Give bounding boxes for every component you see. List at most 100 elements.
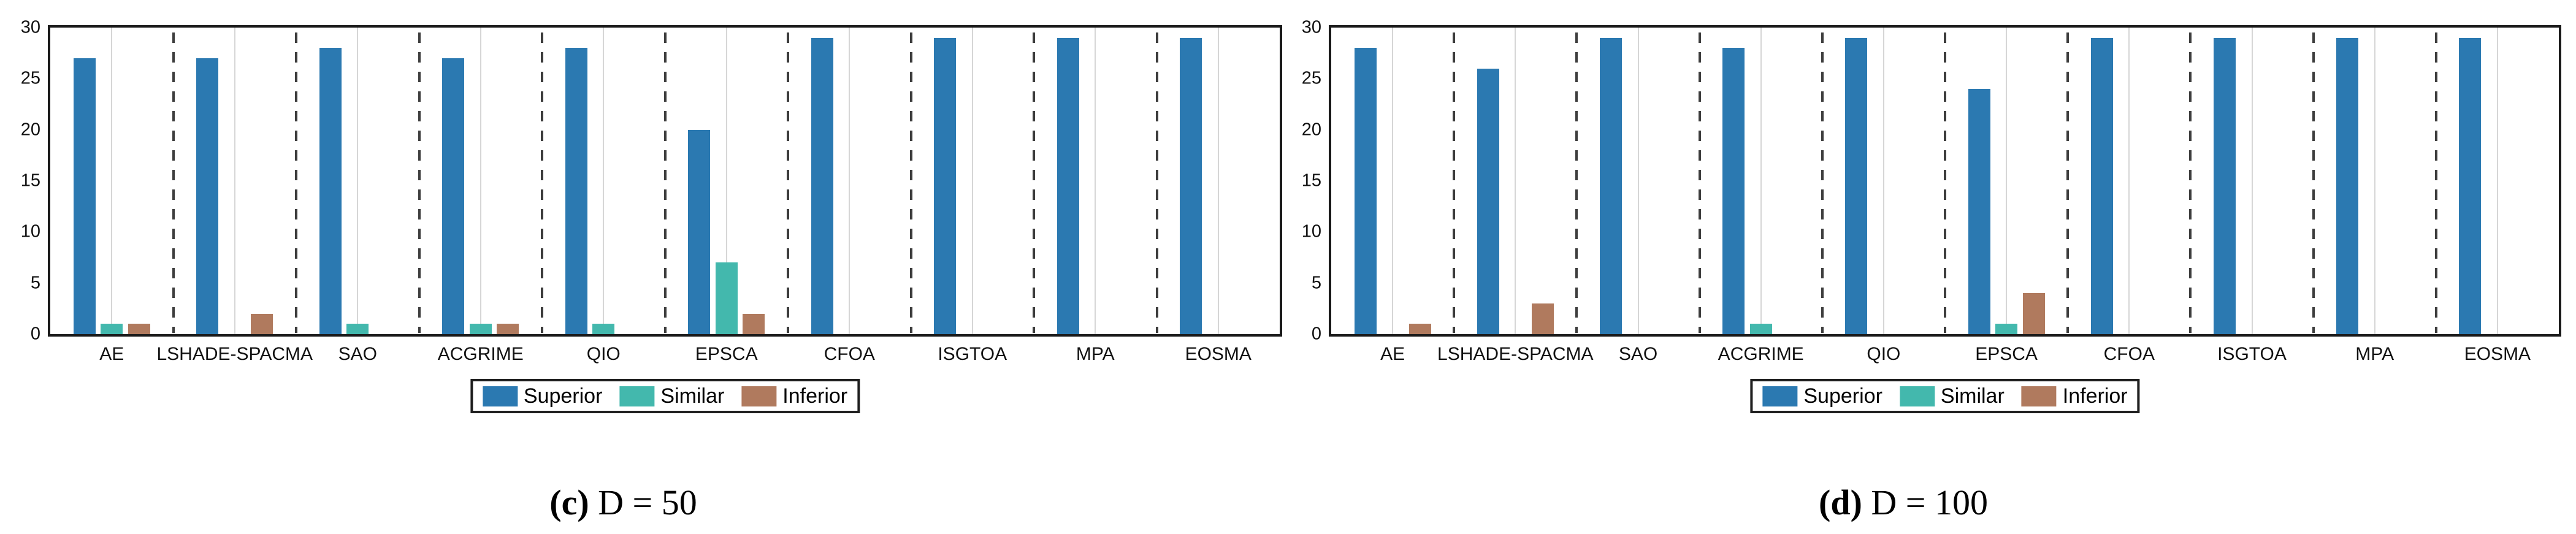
- category-gridline: [849, 28, 850, 334]
- category-gridline: [725, 28, 727, 334]
- bar-superior-ISGTOA: [2214, 37, 2236, 334]
- y-tick-label: 25: [20, 68, 40, 88]
- legend-item-superior: Superior: [1762, 386, 1882, 406]
- x-tick-label-SAO: SAO: [1618, 344, 1658, 364]
- y-tick-label: 10: [20, 221, 40, 242]
- y-tick-label: 30: [1301, 17, 1321, 37]
- category-gridline: [2496, 28, 2498, 334]
- bar-superior-LSHADE-SPACMA: [196, 58, 219, 334]
- group-separator: [2066, 32, 2070, 333]
- legend-label: Inferior: [782, 384, 848, 408]
- bar-superior-SAO: [1600, 37, 1622, 334]
- x-tick-label-ACGRIME: ACGRIME: [1718, 344, 1804, 364]
- bar-inferior-ACGRIME: [497, 324, 519, 334]
- y-tick-label: 15: [1301, 170, 1321, 191]
- legend-label: Similar: [1940, 384, 2005, 408]
- legend-item-inferior: Inferior: [741, 386, 847, 406]
- legend: Superior Similar Inferior: [470, 379, 860, 413]
- legend-label: Superior: [523, 384, 603, 408]
- bar-superior-ACGRIME: [442, 58, 465, 334]
- group-separator: [2434, 32, 2437, 333]
- bar-chart-d100: Superior Similar Inferior (d) D = 100 0 5 10…: [1288, 0, 2576, 534]
- caption-title: D = 100: [1871, 483, 1988, 522]
- bar-inferior-AE: [128, 324, 150, 334]
- bar-superior-ISGTOA: [934, 37, 957, 334]
- y-tick-label: 0: [1311, 324, 1321, 344]
- x-tick-label-EOSMA: EOSMA: [2464, 344, 2531, 364]
- y-tick-label: 0: [30, 324, 40, 344]
- x-tick-label-EPSCA: EPSCA: [695, 344, 758, 364]
- x-tick-label-EOSMA: EOSMA: [1185, 344, 1252, 364]
- group-separator: [787, 32, 789, 333]
- x-tick-label-ACGRIME: ACGRIME: [437, 344, 524, 364]
- bar-similar-SAO: [346, 324, 369, 334]
- bar-superior-CFOA: [2090, 37, 2113, 334]
- x-tick-label-LSHADE-SPACMA: LSHADE-SPACMA: [1437, 344, 1594, 364]
- caption-label: (c): [549, 483, 589, 522]
- caption: (d) D = 100: [1819, 482, 1988, 523]
- bar-superior-AE: [73, 58, 96, 334]
- group-separator: [2189, 32, 2192, 333]
- x-tick-label-ISGTOA: ISGTOA: [2217, 344, 2287, 364]
- bar-similar-QIO: [592, 324, 615, 334]
- category-gridline: [2006, 28, 2008, 334]
- category-gridline: [234, 28, 235, 334]
- group-separator: [1155, 32, 1158, 333]
- legend-swatch-similar: [619, 386, 655, 406]
- x-tick-label-SAO: SAO: [338, 344, 377, 364]
- group-separator: [909, 32, 912, 333]
- bar-similar-EPSCA: [1995, 324, 2018, 334]
- bar-inferior-EPSCA: [743, 313, 765, 334]
- group-separator: [1821, 32, 1824, 333]
- caption-label: (d): [1819, 483, 1862, 522]
- legend: Superior Similar Inferior: [1750, 379, 2140, 413]
- bar-inferior-LSHADE-SPACMA: [251, 313, 273, 334]
- category-gridline: [111, 28, 113, 334]
- y-tick-label: 5: [30, 273, 40, 293]
- group-separator: [1944, 32, 1946, 333]
- bar-superior-SAO: [319, 48, 342, 334]
- category-gridline: [1637, 28, 1639, 334]
- group-separator: [2312, 32, 2315, 333]
- legend-item-similar: Similar: [619, 386, 724, 406]
- y-tick-label: 20: [1301, 120, 1321, 140]
- bar-superior-CFOA: [811, 37, 833, 334]
- category-gridline: [1392, 28, 1394, 334]
- caption: (c) D = 50: [549, 482, 697, 523]
- legend-label: Similar: [660, 384, 725, 408]
- bar-superior-QIO: [1845, 37, 1868, 334]
- x-tick-label-CFOA: CFOA: [2103, 344, 2155, 364]
- legend-label: Superior: [1803, 384, 1882, 408]
- group-separator: [1575, 32, 1578, 333]
- y-tick-label: 5: [1311, 273, 1321, 293]
- category-gridline: [2128, 28, 2130, 334]
- y-tick-label: 30: [20, 17, 40, 37]
- bar-similar-ACGRIME: [469, 324, 492, 334]
- category-gridline: [357, 28, 359, 334]
- x-tick-label-MPA: MPA: [1076, 344, 1115, 364]
- legend-item-inferior: Inferior: [2021, 384, 2128, 408]
- legend-label: Inferior: [2062, 384, 2128, 408]
- group-separator: [1453, 32, 1456, 333]
- legend-swatch-inferior: [741, 386, 777, 406]
- bar-inferior-AE: [1408, 324, 1431, 334]
- group-separator: [541, 32, 543, 333]
- group-separator: [418, 32, 421, 333]
- group-separator: [1698, 32, 1701, 333]
- x-tick-label-CFOA: CFOA: [824, 344, 875, 364]
- category-gridline: [1217, 28, 1219, 334]
- category-gridline: [1882, 28, 1884, 334]
- category-gridline: [1760, 28, 1762, 334]
- x-tick-label-ISGTOA: ISGTOA: [938, 344, 1007, 364]
- legend-item-similar: Similar: [1899, 384, 2005, 408]
- bar-similar-ACGRIME: [1749, 324, 1772, 334]
- legend-swatch-superior: [482, 386, 518, 406]
- caption-title: D = 50: [598, 483, 697, 522]
- category-gridline: [1515, 28, 1516, 334]
- x-tick-label-EPSCA: EPSCA: [1975, 344, 2038, 364]
- group-separator: [172, 32, 175, 333]
- bar-superior-ACGRIME: [1722, 48, 1745, 334]
- bar-superior-EOSMA: [2459, 37, 2482, 334]
- bar-superior-LSHADE-SPACMA: [1477, 68, 1499, 334]
